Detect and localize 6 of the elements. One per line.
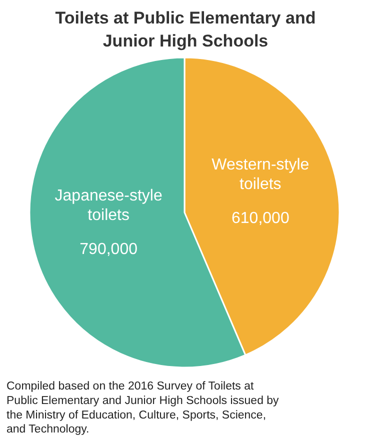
slice-label: Japanese-style toilets	[54, 187, 162, 224]
chart-title: Toilets at Public Elementary and Junior High Schools	[55, 8, 316, 50]
slice-label: Western-style toilets	[212, 156, 310, 193]
data-label: 790,000	[80, 241, 138, 258]
data-label: 610,000	[232, 210, 290, 227]
text: Compiled based on the 2016 Survey of Toilets at Public Elementary and Junior High Schools issued by the Ministry of Education, Culture, Sports, Science, and Technology.	[6, 380, 280, 436]
